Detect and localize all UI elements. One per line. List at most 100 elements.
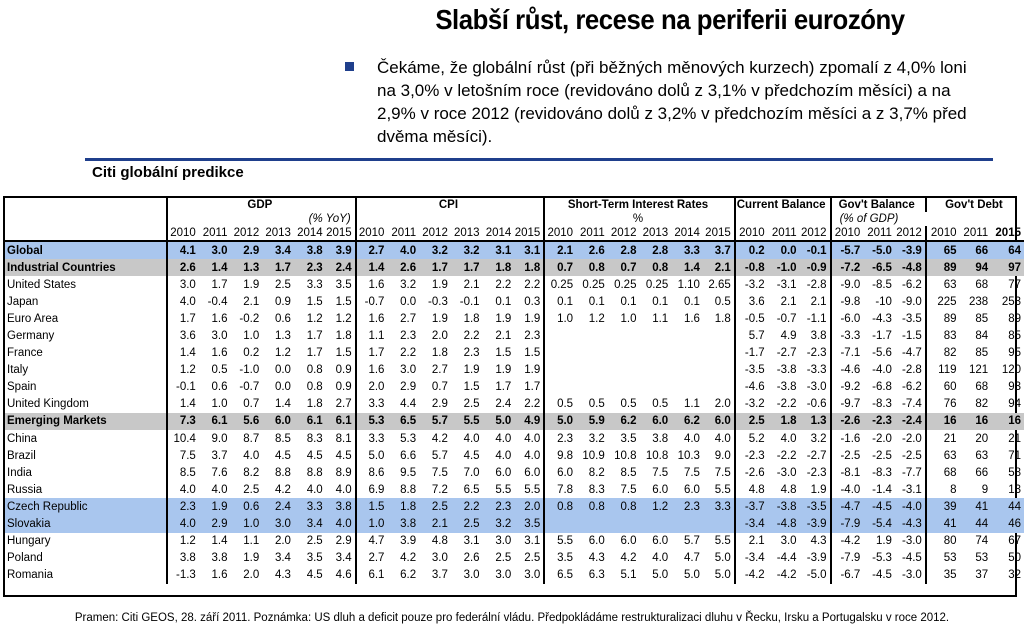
table-cell: 2.1 [543,241,577,260]
table-cell: 3.4 [335,552,352,565]
unit-of-gdp: (% of GDP) [829,212,1024,226]
table-cell: 41 [959,498,992,516]
table-cell [576,379,608,396]
table-cell: 1.2 [588,312,605,325]
table-cell: 3.3 [671,241,703,260]
table-cell: 6.0 [543,464,577,482]
table-cell: 1.7 [419,259,451,277]
table-row: Hungary 1.2 1.4 1.1 2.0 2.5 2.9 4.7 3.9 4.8 3.1 3.0… [5,532,1024,550]
table-cell: 1.9 [524,364,541,377]
header-row-years: 2010 2011 2012 2013 2014 2015 2010 2011 2012 2013… [5,226,1024,242]
table-cell: 1.1 [683,398,700,411]
table-cell: 3.7 [431,569,448,582]
table-cell: 2.1 [463,278,480,291]
table-cell: 0.0 [767,241,800,260]
table-cell [608,379,640,396]
table-cell [702,515,735,533]
table-cell: 4.5 [335,449,352,462]
table-cell: 8.5 [274,432,291,445]
year-header: 2011 [959,226,992,242]
table-cell: -3.8 [776,364,797,377]
table-cell: 1.6 [354,310,388,328]
year-header: 2010 [166,226,199,242]
table-cell: 5.3 [400,432,417,445]
table-cell: 4.0 [166,293,199,311]
table-cell: 6.6 [400,449,417,462]
table-cell: 0.5 [588,398,605,411]
table-cell: 84 [975,330,989,343]
table-cell: 3.8 [293,241,326,260]
table-cell: 5.7 [419,412,451,431]
table-cell: 1.0 [211,398,228,411]
table-cell: 2.0 [714,398,731,411]
table-cell: 4.8 [733,481,768,499]
table-cell: 2.2 [463,330,480,343]
table-cell: 7.5 [714,466,731,479]
table-cell: 2.6 [576,241,608,260]
table-cell: -0.7 [354,293,388,311]
table-cell: 2.5 [306,535,323,548]
table-cell: 2.2 [524,398,541,411]
table-cell: 4.6 [335,569,352,582]
table-cell: 1.4 [198,259,231,277]
table-cell: 4.3 [810,535,827,548]
year-header: 2010 [924,226,960,242]
table-cell: 3.7 [702,241,735,260]
table-cell: 44 [991,498,1024,516]
year-header: 2015 [325,226,356,242]
table-cell: 4.0 [166,515,199,533]
table-cell: 4.5 [306,449,323,462]
table-cell: 7.2 [431,483,448,496]
table-title: Citi globální predikce [92,164,244,181]
table-cell: 4.2 [274,483,291,496]
table-cell: 2.3 [166,498,199,516]
table-cell: 1.6 [354,276,388,294]
table-cell: 1.9 [495,364,512,377]
table-cell: 3.0 [780,535,797,548]
table-cell: 6.3 [588,569,605,582]
table-cell: 2.3 [543,430,577,448]
table-cell: 8.3 [588,483,605,496]
table-cell: 2.3 [524,330,541,343]
table-frame [3,196,1017,597]
bullet-text: Čekáme, že globální růst (při běžných mě… [377,58,967,146]
table-cell [639,515,672,533]
year-header: 2012 [799,226,831,242]
table-cell: 1.9 [495,312,512,325]
table-cell: 2.2 [524,278,541,291]
table-cell: -0.9 [799,259,831,277]
table-cell: 16 [991,412,1024,431]
table-cell: 5.5 [714,535,731,548]
table-cell [703,345,735,362]
table-cell: 39 [924,498,960,516]
table-cell: 6.5 [543,566,577,584]
table-cell: 4.0 [495,449,512,462]
table-cell: 1.5 [354,498,388,516]
table-row: United Kingdom 1.4 1.0 0.7 1.4 1.8 2.7 3.3 4.4 2.… [5,395,1024,413]
row-label: Industrial Countries [5,259,168,277]
table-cell: 4.5 [306,569,323,582]
table-cell: -9.0 [829,276,864,294]
table-cell: 8.1 [335,432,352,445]
table-cell: 2.1 [733,532,768,550]
table-cell: 0.6 [230,498,263,516]
row-label: Hungary [7,535,51,548]
table-cell: -0.6 [806,398,827,411]
table-cell: 2.1 [243,295,260,308]
table-cell: 0.2 [733,241,768,260]
table-cell [671,379,703,396]
table-cell: 2.5 [450,515,483,533]
table-cell: 8.5 [166,464,199,482]
table-cell: -3.8 [767,498,800,516]
table-cell: -4.2 [829,532,864,550]
table-cell: 4.5 [463,449,480,462]
table-cell: -1.7 [872,330,892,343]
table-cell: -4.2 [733,566,768,584]
table-cell: 4.8 [780,483,797,496]
table-cell: 1.1 [652,312,669,325]
table-cell: -4.2 [776,569,797,582]
table-cell: 5.0 [683,569,700,582]
table-cell: -2.7 [776,347,797,360]
table-cell: 0.9 [274,295,291,308]
year-header: 2010 [543,226,577,242]
